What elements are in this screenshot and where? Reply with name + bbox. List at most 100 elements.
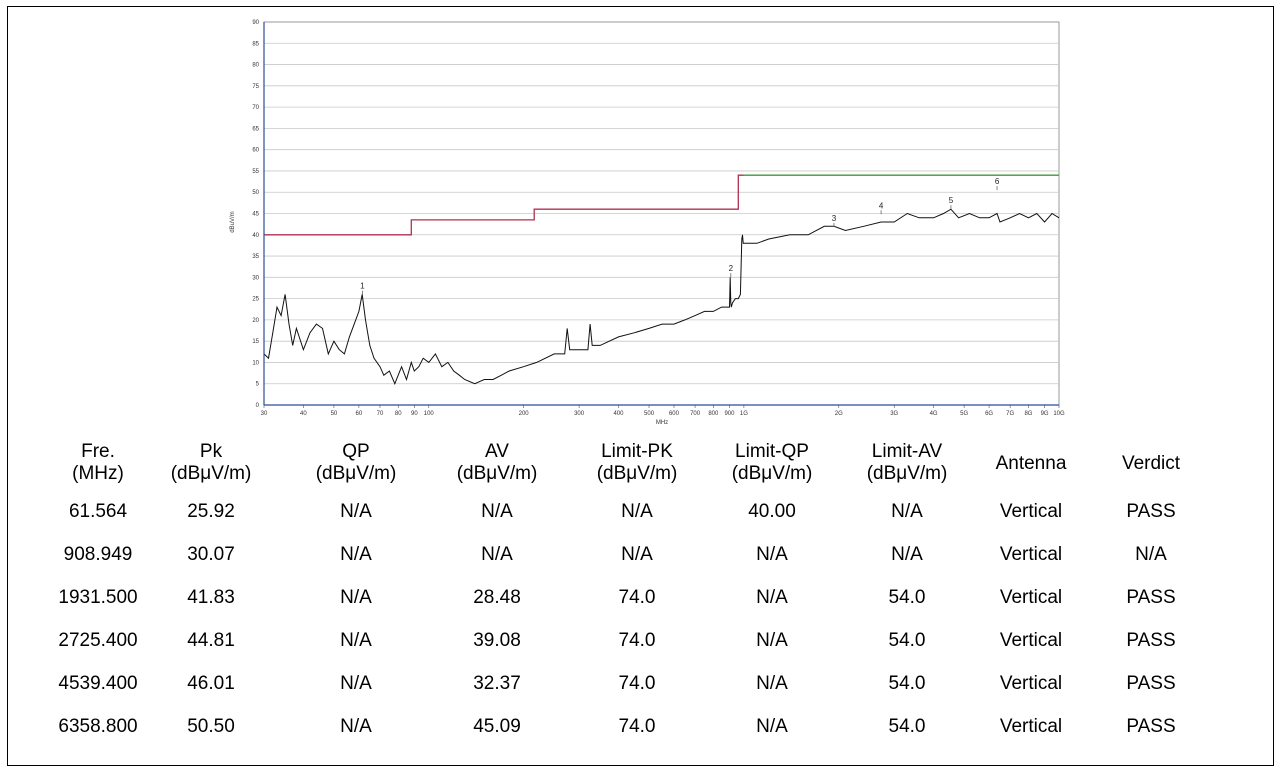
table-cell: 30.07 bbox=[187, 544, 235, 565]
x-tick-label: 5G bbox=[960, 411, 968, 417]
table-cell: 50.50 bbox=[187, 716, 235, 737]
y-tick-label: 45 bbox=[252, 212, 259, 218]
x-axis-label: MHz bbox=[656, 420, 668, 426]
x-tick-label: 700 bbox=[690, 411, 701, 417]
table-cell: 25.92 bbox=[187, 501, 235, 522]
table-row: 61.564 25.92 N/A N/A N/A 40.00 N/A Vertical PASS bbox=[0, 501, 1283, 525]
table-cell: N/A bbox=[340, 716, 372, 737]
table-cell: PASS bbox=[1126, 716, 1176, 737]
table-cell: Vertical bbox=[999, 630, 1063, 651]
x-tick-label: 3G bbox=[890, 411, 898, 417]
y-tick-label: 10 bbox=[252, 360, 259, 366]
markers: 1 2 3 4 5 6 bbox=[360, 177, 1000, 295]
table-cell: N/A bbox=[756, 716, 788, 737]
marker-label: 6 bbox=[995, 177, 1000, 186]
y-tick-label: 60 bbox=[252, 148, 259, 154]
table-cell: N/A bbox=[340, 544, 372, 565]
table-cell: 74.0 bbox=[618, 673, 656, 694]
column-header: Antenna bbox=[995, 453, 1067, 474]
column-header-unit: (dBμV/m) bbox=[315, 463, 397, 484]
x-tick-label: 300 bbox=[574, 411, 585, 417]
table-cell: N/A bbox=[340, 630, 372, 651]
marker-label: 1 bbox=[360, 282, 365, 291]
table-cell: N/A bbox=[340, 587, 372, 608]
column-header-title: Limit-QP bbox=[735, 441, 809, 462]
column-header-unit: (dBμV/m) bbox=[170, 463, 252, 484]
y-tick-label: 35 bbox=[252, 254, 259, 260]
x-tick-label: 900 bbox=[724, 411, 735, 417]
column-header: Limit-PK (dBμV/m) bbox=[557, 441, 717, 485]
table-cell: N/A bbox=[891, 544, 923, 565]
limit-line-qp bbox=[264, 174, 744, 236]
table-cell: 908.949 bbox=[63, 544, 133, 565]
x-tick-label: 90 bbox=[411, 411, 418, 417]
x-tick-label: 2G bbox=[835, 411, 843, 417]
y-tick-label: 85 bbox=[252, 41, 259, 47]
x-tick-label: 600 bbox=[669, 411, 680, 417]
table-cell: 61.564 bbox=[68, 501, 128, 522]
x-tick-label: 70 bbox=[377, 411, 384, 417]
table-cell: 2725.400 bbox=[58, 630, 138, 651]
column-header: AV (dBμV/m) bbox=[417, 441, 577, 485]
column-header-title: AV bbox=[485, 441, 509, 462]
y-tick-label: 5 bbox=[256, 382, 260, 388]
x-tick-label: 7G bbox=[1006, 411, 1014, 417]
y-tick-label: 55 bbox=[252, 169, 259, 175]
x-tick-label: 1G bbox=[740, 411, 748, 417]
table-cell: 45.09 bbox=[473, 716, 521, 737]
y-tick-label: 0 bbox=[256, 403, 260, 409]
x-tick-label: 8G bbox=[1024, 411, 1032, 417]
table-cell: 54.0 bbox=[888, 673, 926, 694]
table-cell: PASS bbox=[1126, 501, 1176, 522]
column-header-title: Limit-PK bbox=[601, 441, 673, 462]
column-header: Fre. (MHz) bbox=[18, 441, 178, 485]
table-cell: N/A bbox=[1135, 544, 1167, 565]
table-cell: PASS bbox=[1126, 630, 1176, 651]
table-row: 1931.500 41.83 N/A 28.48 74.0 N/A 54.0 Vertical… bbox=[0, 587, 1283, 611]
y-axis-label: dBuV/m bbox=[230, 211, 236, 232]
table-cell: 41.83 bbox=[187, 587, 235, 608]
table-row: 2725.400 44.81 N/A 39.08 74.0 N/A 54.0 Vertical… bbox=[0, 630, 1283, 654]
table-cell: 4539.400 bbox=[58, 673, 138, 694]
y-tick-label: 65 bbox=[252, 126, 259, 132]
emission-trace bbox=[263, 208, 1060, 386]
x-tick-label: 50 bbox=[331, 411, 338, 417]
table-cell: N/A bbox=[340, 501, 372, 522]
table-cell: 74.0 bbox=[618, 587, 656, 608]
y-tick-label: 90 bbox=[252, 20, 259, 26]
x-tick-label: 80 bbox=[395, 411, 402, 417]
column-header: Pk (dBμV/m) bbox=[131, 441, 291, 485]
y-tick-label: 40 bbox=[252, 233, 259, 239]
x-tick-label: 200 bbox=[519, 411, 530, 417]
table-cell: Vertical bbox=[999, 544, 1063, 565]
column-header-unit: (dBμV/m) bbox=[596, 463, 678, 484]
x-tick-label: 30 bbox=[261, 411, 268, 417]
table-cell: 44.81 bbox=[187, 630, 235, 651]
column-header: Limit-AV (dBμV/m) bbox=[827, 441, 987, 485]
x-tick-label: 400 bbox=[613, 411, 624, 417]
table-row: 908.949 30.07 N/A N/A N/A N/A N/A Vertical N/A bbox=[0, 544, 1283, 568]
column-header-unit: (dBμV/m) bbox=[866, 463, 948, 484]
y-tick-label: 30 bbox=[252, 275, 259, 281]
table-cell: N/A bbox=[340, 673, 372, 694]
y-tick-label: 25 bbox=[252, 297, 259, 303]
table-cell: N/A bbox=[756, 673, 788, 694]
x-tick-label: 9G bbox=[1041, 411, 1049, 417]
table-cell: N/A bbox=[621, 501, 653, 522]
table-cell: 54.0 bbox=[888, 630, 926, 651]
x-tick-label: 10G bbox=[1053, 411, 1065, 417]
x-tick-label: 4G bbox=[930, 411, 938, 417]
table-cell: PASS bbox=[1126, 587, 1176, 608]
series-layer bbox=[263, 208, 1060, 386]
table-cell: 54.0 bbox=[888, 716, 926, 737]
table-cell: 74.0 bbox=[618, 630, 656, 651]
table-cell: N/A bbox=[756, 587, 788, 608]
table-cell: N/A bbox=[891, 501, 923, 522]
table-cell: 46.01 bbox=[187, 673, 235, 694]
table-cell: 74.0 bbox=[618, 716, 656, 737]
marker-label: 3 bbox=[832, 214, 837, 223]
x-tick-label: 800 bbox=[708, 411, 719, 417]
table-cell: Vertical bbox=[999, 673, 1063, 694]
column-header-title: Limit-AV bbox=[871, 441, 943, 462]
